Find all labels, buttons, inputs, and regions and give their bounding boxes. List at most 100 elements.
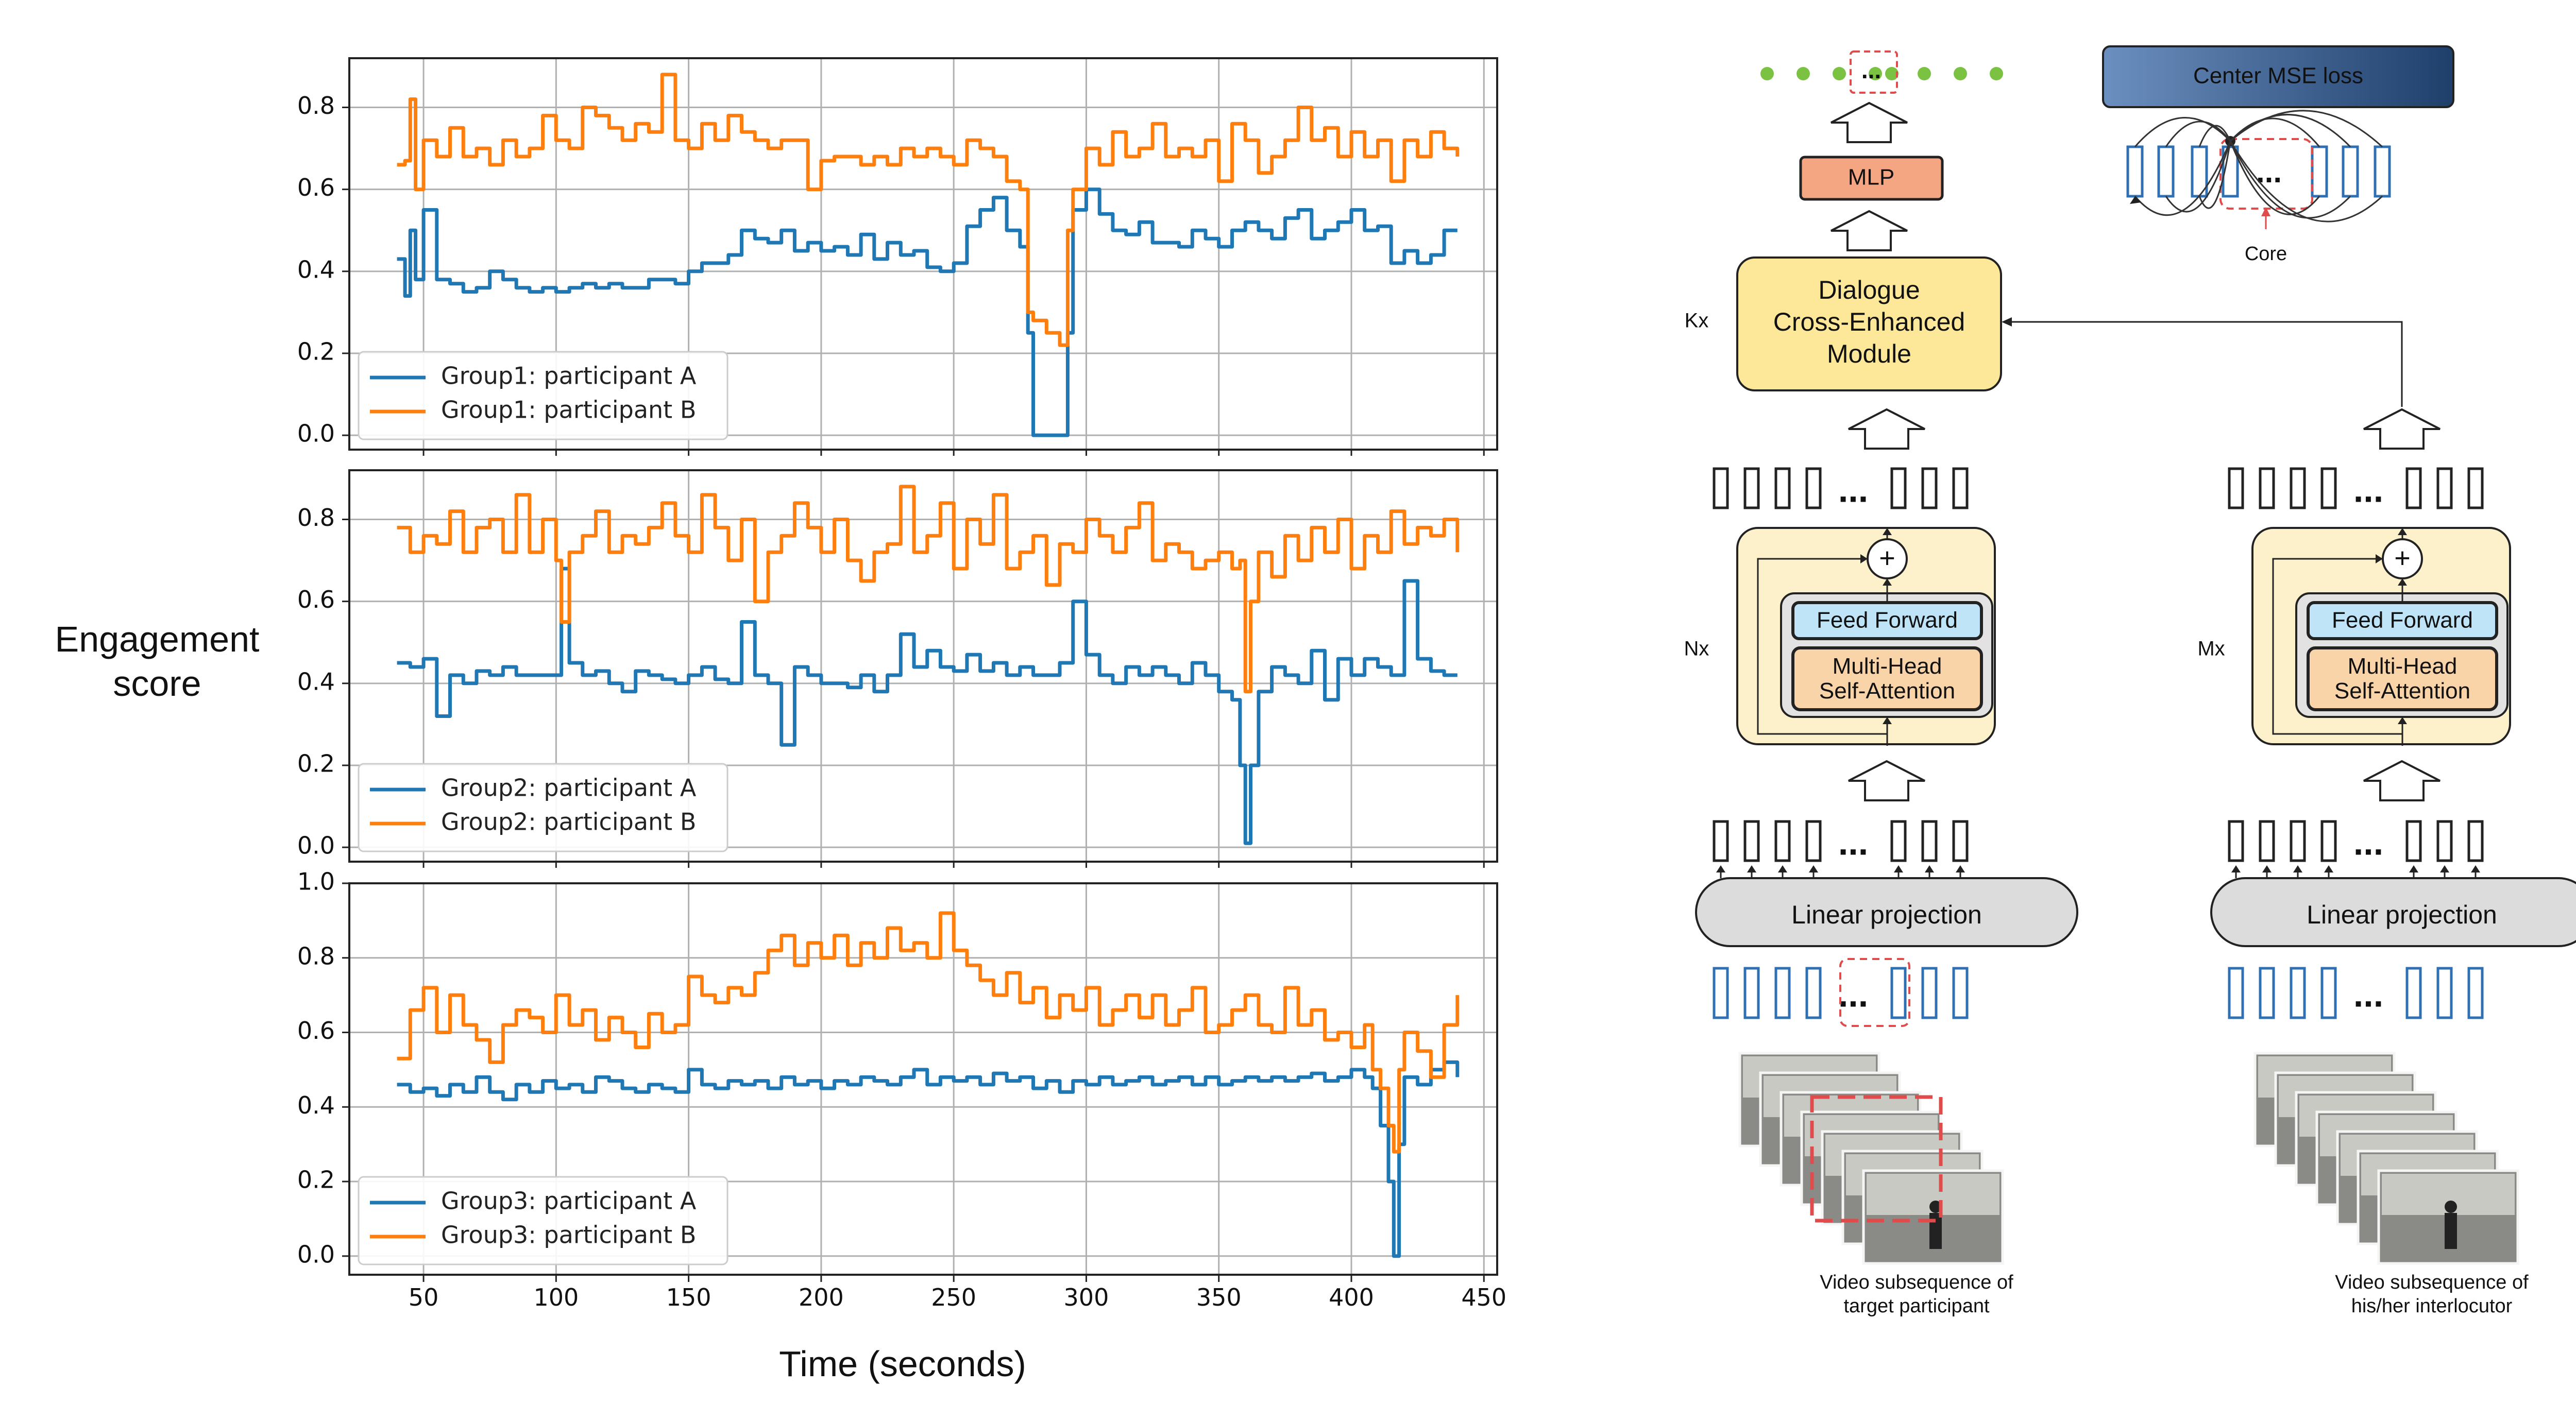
y-axis-label-line: Engagement bbox=[55, 619, 260, 659]
core-arc bbox=[2165, 141, 2231, 213]
encoded-token bbox=[2405, 467, 2422, 509]
arrowhead bbox=[2376, 554, 2383, 563]
input-token bbox=[1743, 967, 1760, 1019]
core-arc bbox=[2134, 117, 2231, 147]
arrowhead bbox=[1716, 865, 1725, 872]
x-tick-label: 400 bbox=[1329, 1283, 1374, 1311]
projected-token bbox=[1774, 820, 1791, 862]
loss-token bbox=[2311, 145, 2328, 198]
core-arc bbox=[2229, 117, 2320, 147]
y-tick-label: 0.2 bbox=[297, 749, 335, 777]
output-dot bbox=[1918, 67, 1931, 80]
person-head bbox=[1929, 1201, 1942, 1213]
arrowhead bbox=[2440, 865, 2449, 872]
y-tick-label: 0.4 bbox=[297, 255, 335, 283]
panel-2: 0.0 0.2 0.4 0.6 0.8 Group2: participant A Grou… bbox=[297, 469, 1498, 863]
dialogue-module-label: Dialogue Cross-Enhanced Module bbox=[1773, 276, 1965, 368]
y-tick-label: 0.4 bbox=[297, 667, 335, 695]
x-tick-label: 200 bbox=[799, 1283, 844, 1311]
output-dot bbox=[1990, 67, 2003, 80]
y-tick-label: 0.0 bbox=[297, 832, 335, 860]
y-tick-label: 0.8 bbox=[297, 942, 335, 970]
core-label: Core bbox=[2245, 243, 2287, 265]
x-tick-label: 100 bbox=[533, 1283, 579, 1311]
input-token bbox=[1805, 967, 1822, 1019]
arrowhead bbox=[2398, 578, 2407, 586]
mlp-label: MLP bbox=[1848, 165, 1894, 190]
attention-label-line: Self-Attention bbox=[1819, 678, 1955, 704]
attention-box bbox=[1791, 646, 1983, 711]
encoded-token bbox=[2436, 467, 2453, 509]
core-arc bbox=[2229, 141, 2383, 222]
input-token bbox=[2259, 967, 2275, 1019]
center-mse-loss-box bbox=[2102, 45, 2454, 108]
linear-projection-box bbox=[1695, 877, 2078, 947]
input-token bbox=[1921, 967, 1938, 1019]
input-token bbox=[2228, 967, 2244, 1019]
plot-frame bbox=[348, 469, 1498, 863]
ellipsis: ... bbox=[1838, 469, 1868, 509]
flow-arrow bbox=[1831, 210, 1908, 251]
dialogue-module-label-line: Cross-Enhanced bbox=[1773, 307, 1965, 336]
input-token bbox=[1890, 967, 1907, 1019]
center-mse-loss-label: Center MSE loss bbox=[2193, 63, 2363, 89]
flow-arrow bbox=[1848, 408, 1925, 450]
series-line-participant-b bbox=[397, 73, 1460, 347]
output-ellipsis: ... bbox=[1861, 57, 1881, 83]
arrowhead bbox=[2398, 528, 2407, 535]
series-line-participant-a bbox=[397, 187, 1458, 437]
mlp-box bbox=[1799, 156, 1944, 201]
core-arc bbox=[2229, 141, 2351, 219]
arrowhead bbox=[2324, 865, 2333, 872]
plus-symbol: + bbox=[2394, 542, 2411, 573]
output-dot bbox=[1833, 67, 1846, 80]
input-token bbox=[1713, 967, 1729, 1019]
panel-3: 0.0 0.2 0.4 0.6 0.8 1.0 Group3: participant A G… bbox=[297, 868, 1498, 1276]
core-arc bbox=[2229, 114, 2351, 148]
encoded-token bbox=[1743, 467, 1760, 509]
loss-token bbox=[2342, 145, 2359, 198]
core-frames-highlight bbox=[1810, 1095, 1943, 1223]
flow-arrow bbox=[1831, 101, 1908, 143]
x-axis-label: Time (seconds) bbox=[779, 1344, 1026, 1384]
linear-projection-label: Linear projection bbox=[2307, 900, 2497, 929]
encoded-token bbox=[1713, 467, 1729, 509]
right-video-caption-line: Video subsequence of bbox=[2335, 1272, 2529, 1293]
encoded-token bbox=[1890, 467, 1907, 509]
input-token bbox=[2467, 967, 2484, 1019]
core-arc bbox=[2230, 110, 2383, 148]
y-tick-label: 1.0 bbox=[297, 868, 335, 896]
y-tick-label: 0.6 bbox=[297, 586, 335, 613]
input-token bbox=[1952, 967, 1969, 1019]
arrowhead bbox=[2261, 207, 2270, 216]
encoded-token bbox=[2290, 467, 2306, 509]
kx-label: Kx bbox=[1685, 310, 1709, 332]
arrowhead bbox=[1894, 865, 1903, 872]
architecture-diagram: ... Linear projection... Feed Forward Multi… bbox=[1684, 45, 2576, 1317]
arrowhead bbox=[2262, 865, 2272, 872]
input-token bbox=[1774, 967, 1791, 1019]
panel-1: 0.0 0.2 0.4 0.6 0.8 Group1: participant A Grou… bbox=[297, 57, 1498, 451]
engagement-chart-svg: 0.0 0.2 0.4 0.6 0.8 Group1: participant A Grou… bbox=[55, 57, 1506, 1384]
output-highlight-box bbox=[1850, 50, 1898, 94]
arrowhead bbox=[1809, 865, 1818, 872]
y-axis-label-line: score bbox=[113, 663, 201, 704]
arrowhead bbox=[1778, 865, 1787, 872]
y-tick-label: 0.0 bbox=[297, 1240, 335, 1268]
arrowhead bbox=[1883, 528, 1892, 535]
x-tick-label: 300 bbox=[1064, 1283, 1109, 1311]
dialogue-module-box bbox=[1736, 256, 2002, 391]
input-token bbox=[2290, 967, 2306, 1019]
left-video-caption-line: Video subsequence of bbox=[1820, 1272, 2013, 1293]
arrowhead bbox=[2398, 717, 2407, 724]
projected-token bbox=[2405, 820, 2422, 862]
attention-label-line: Multi-Head bbox=[1833, 654, 1942, 679]
legend-box bbox=[358, 351, 728, 440]
feed-forward-label: Feed Forward bbox=[1817, 608, 1958, 633]
x-tick-label: 150 bbox=[666, 1283, 711, 1311]
output-dot bbox=[1954, 67, 1967, 80]
projected-token bbox=[2467, 820, 2484, 862]
projected-token bbox=[2259, 820, 2275, 862]
y-tick-label: 0.0 bbox=[297, 420, 335, 448]
right-video-caption: Video subsequence of his/her interlocutor bbox=[2335, 1272, 2529, 1317]
